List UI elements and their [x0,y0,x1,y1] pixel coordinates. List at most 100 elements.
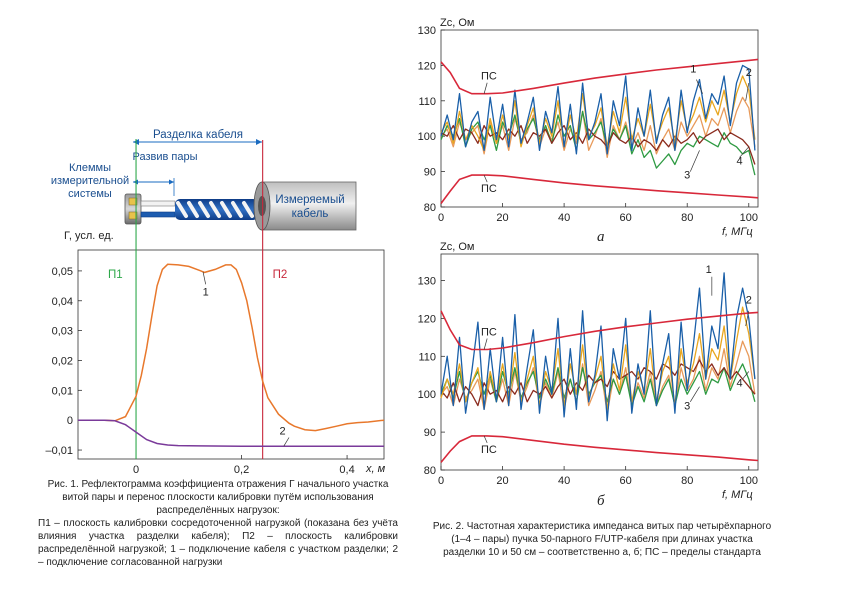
x-tick-label: 60 [620,475,632,487]
plot-frame [77,249,385,460]
series-callout-label: 3 [684,400,690,412]
y-tick-label: 120 [418,60,436,72]
y-tick-label: 90 [424,167,436,179]
x-tick-label: 100 [740,212,758,224]
series-callout-label: 2 [280,426,286,438]
limit-lower-line [440,174,759,204]
limit-callout-leader [483,435,488,444]
series-callout-label: 1 [706,264,712,276]
series-callout-leader [739,146,750,158]
terminal-label-line2: измерительной [51,175,129,187]
series-callout-label: 3 [684,170,690,182]
cable-label-line1: Измеряемый [275,194,344,206]
calibration-plane-label: П1 [108,269,123,281]
fig2b-impedance-chart: 80 90 100 110 120 130 0 20 40 60 80 100 Zс, Ом f, МГц… [418,241,759,501]
y-tick-label: 0,03 [52,326,73,338]
fig2-caption: Рис. 2. Частотная характеристика импедан… [432,521,772,558]
series-callout-leader [689,150,700,172]
x-tick-label: 40 [558,475,570,487]
fig1-caption-head: Рис. 1. Рефлектограмма коэффициента отра… [47,479,389,516]
y-tick-label: 0,01 [52,385,73,397]
fig2a-sublabel: а [597,229,605,245]
cable-label-line2: кабель [292,208,329,220]
y-tick-label: 0,05 [52,266,73,278]
calibration-plane-label: П2 [273,269,288,281]
limit-callout-leader [483,82,488,94]
x-tick-label: 80 [681,475,693,487]
x-tick-label: 40 [558,212,570,224]
fig1-caption: Рис. 1. Рефлектограмма коэффициента отра… [38,478,398,569]
series-line [440,363,756,407]
series-line [78,419,384,447]
series-callout-label: 2 [746,294,752,306]
limit-callout-leader [483,338,488,350]
y-tick-label: 100 [418,389,436,401]
x-tick-label: 0 [438,475,444,487]
plot-frame [440,29,759,208]
fig2b-sublabel: б [597,493,605,509]
x-tick-label: 0,2 [234,464,249,476]
y-tick-label: 110 [418,96,436,108]
fig1-caption-body: П1 – плоскость калибровки сосредоточенно… [38,518,398,568]
series-line [440,124,756,165]
series-callout-leader [202,271,207,285]
series-line [440,359,756,407]
series-callout-label: 1 [690,63,696,75]
x-axis-label: x, м [365,463,386,475]
series-callout-leader [689,386,700,402]
fig2a-impedance-chart: 80 90 100 110 120 130 0 20 40 60 80 100 Zс, Ом f, МГц… [418,17,759,238]
x-tick-label: 60 [620,212,632,224]
y-axis-label: Zс, Ом [440,17,474,29]
y-tick-label: 80 [424,465,436,477]
series-callout-label: 4 [736,156,742,168]
limit-label: ПС [481,183,497,195]
y-tick-label: 110 [418,351,436,363]
series-line [440,272,756,422]
x-tick-label: 0 [133,464,139,476]
y-axis-label: Zс, Ом [440,241,474,253]
x-tick-label: 20 [496,212,508,224]
twist-label-line1: Развив пары [133,151,198,163]
limit-upper-line [440,58,759,95]
series-callout-leader [745,310,750,327]
terminal-label-line1: Клеммы [69,162,111,174]
series-callout-label: 1 [203,286,209,298]
series-line [440,64,756,155]
series-callout-leader [745,83,750,101]
x-axis-label: f, МГц [722,489,753,501]
series-callout-leader [742,371,750,380]
y-tick-label: 90 [424,427,436,439]
dim-arrow-right-icon [256,139,262,145]
y-tick-label: 130 [418,276,436,288]
fig1-schematic: Разделка кабеля Развив пары Клеммы измер… [51,129,357,231]
dim-arrow-right-icon [169,179,174,185]
y-tick-label: 130 [418,25,436,37]
y-tick-label: 80 [424,202,436,214]
x-tick-label: 100 [740,475,758,487]
limit-lower-line [440,435,759,463]
series-line [440,306,756,411]
x-tick-label: 0 [438,212,444,224]
y-tick-label: 0 [67,415,73,427]
series-line [440,75,756,152]
measured-cable-icon [261,181,357,231]
series-line [78,263,385,432]
x-axis-label: f, МГц [722,226,753,238]
y-tick-label: 0,02 [52,355,73,367]
y-tick-label: 0,04 [52,296,73,308]
y-axis-label: Γ, усл. ед. [64,230,114,242]
x-tick-label: 80 [681,212,693,224]
y-tick-label: 120 [418,313,436,325]
x-tick-label: 20 [496,475,508,487]
plot-frame [440,253,759,471]
terminal-label-line3: системы [68,188,112,200]
series-line [440,110,756,176]
dim-label-cut: Разделка кабеля [153,129,243,141]
fig1-reflectogram: –0,01 0 0,01 0,02 0,03 0,04 0,05 0 0,2 0,4 Γ, усл.… [45,139,386,476]
series-callout-label: 2 [746,67,752,79]
limit-upper-line [440,310,759,351]
x-tick-label: 0,4 [339,464,354,476]
y-tick-label: 100 [418,131,436,143]
limit-label: ПС [481,444,497,456]
